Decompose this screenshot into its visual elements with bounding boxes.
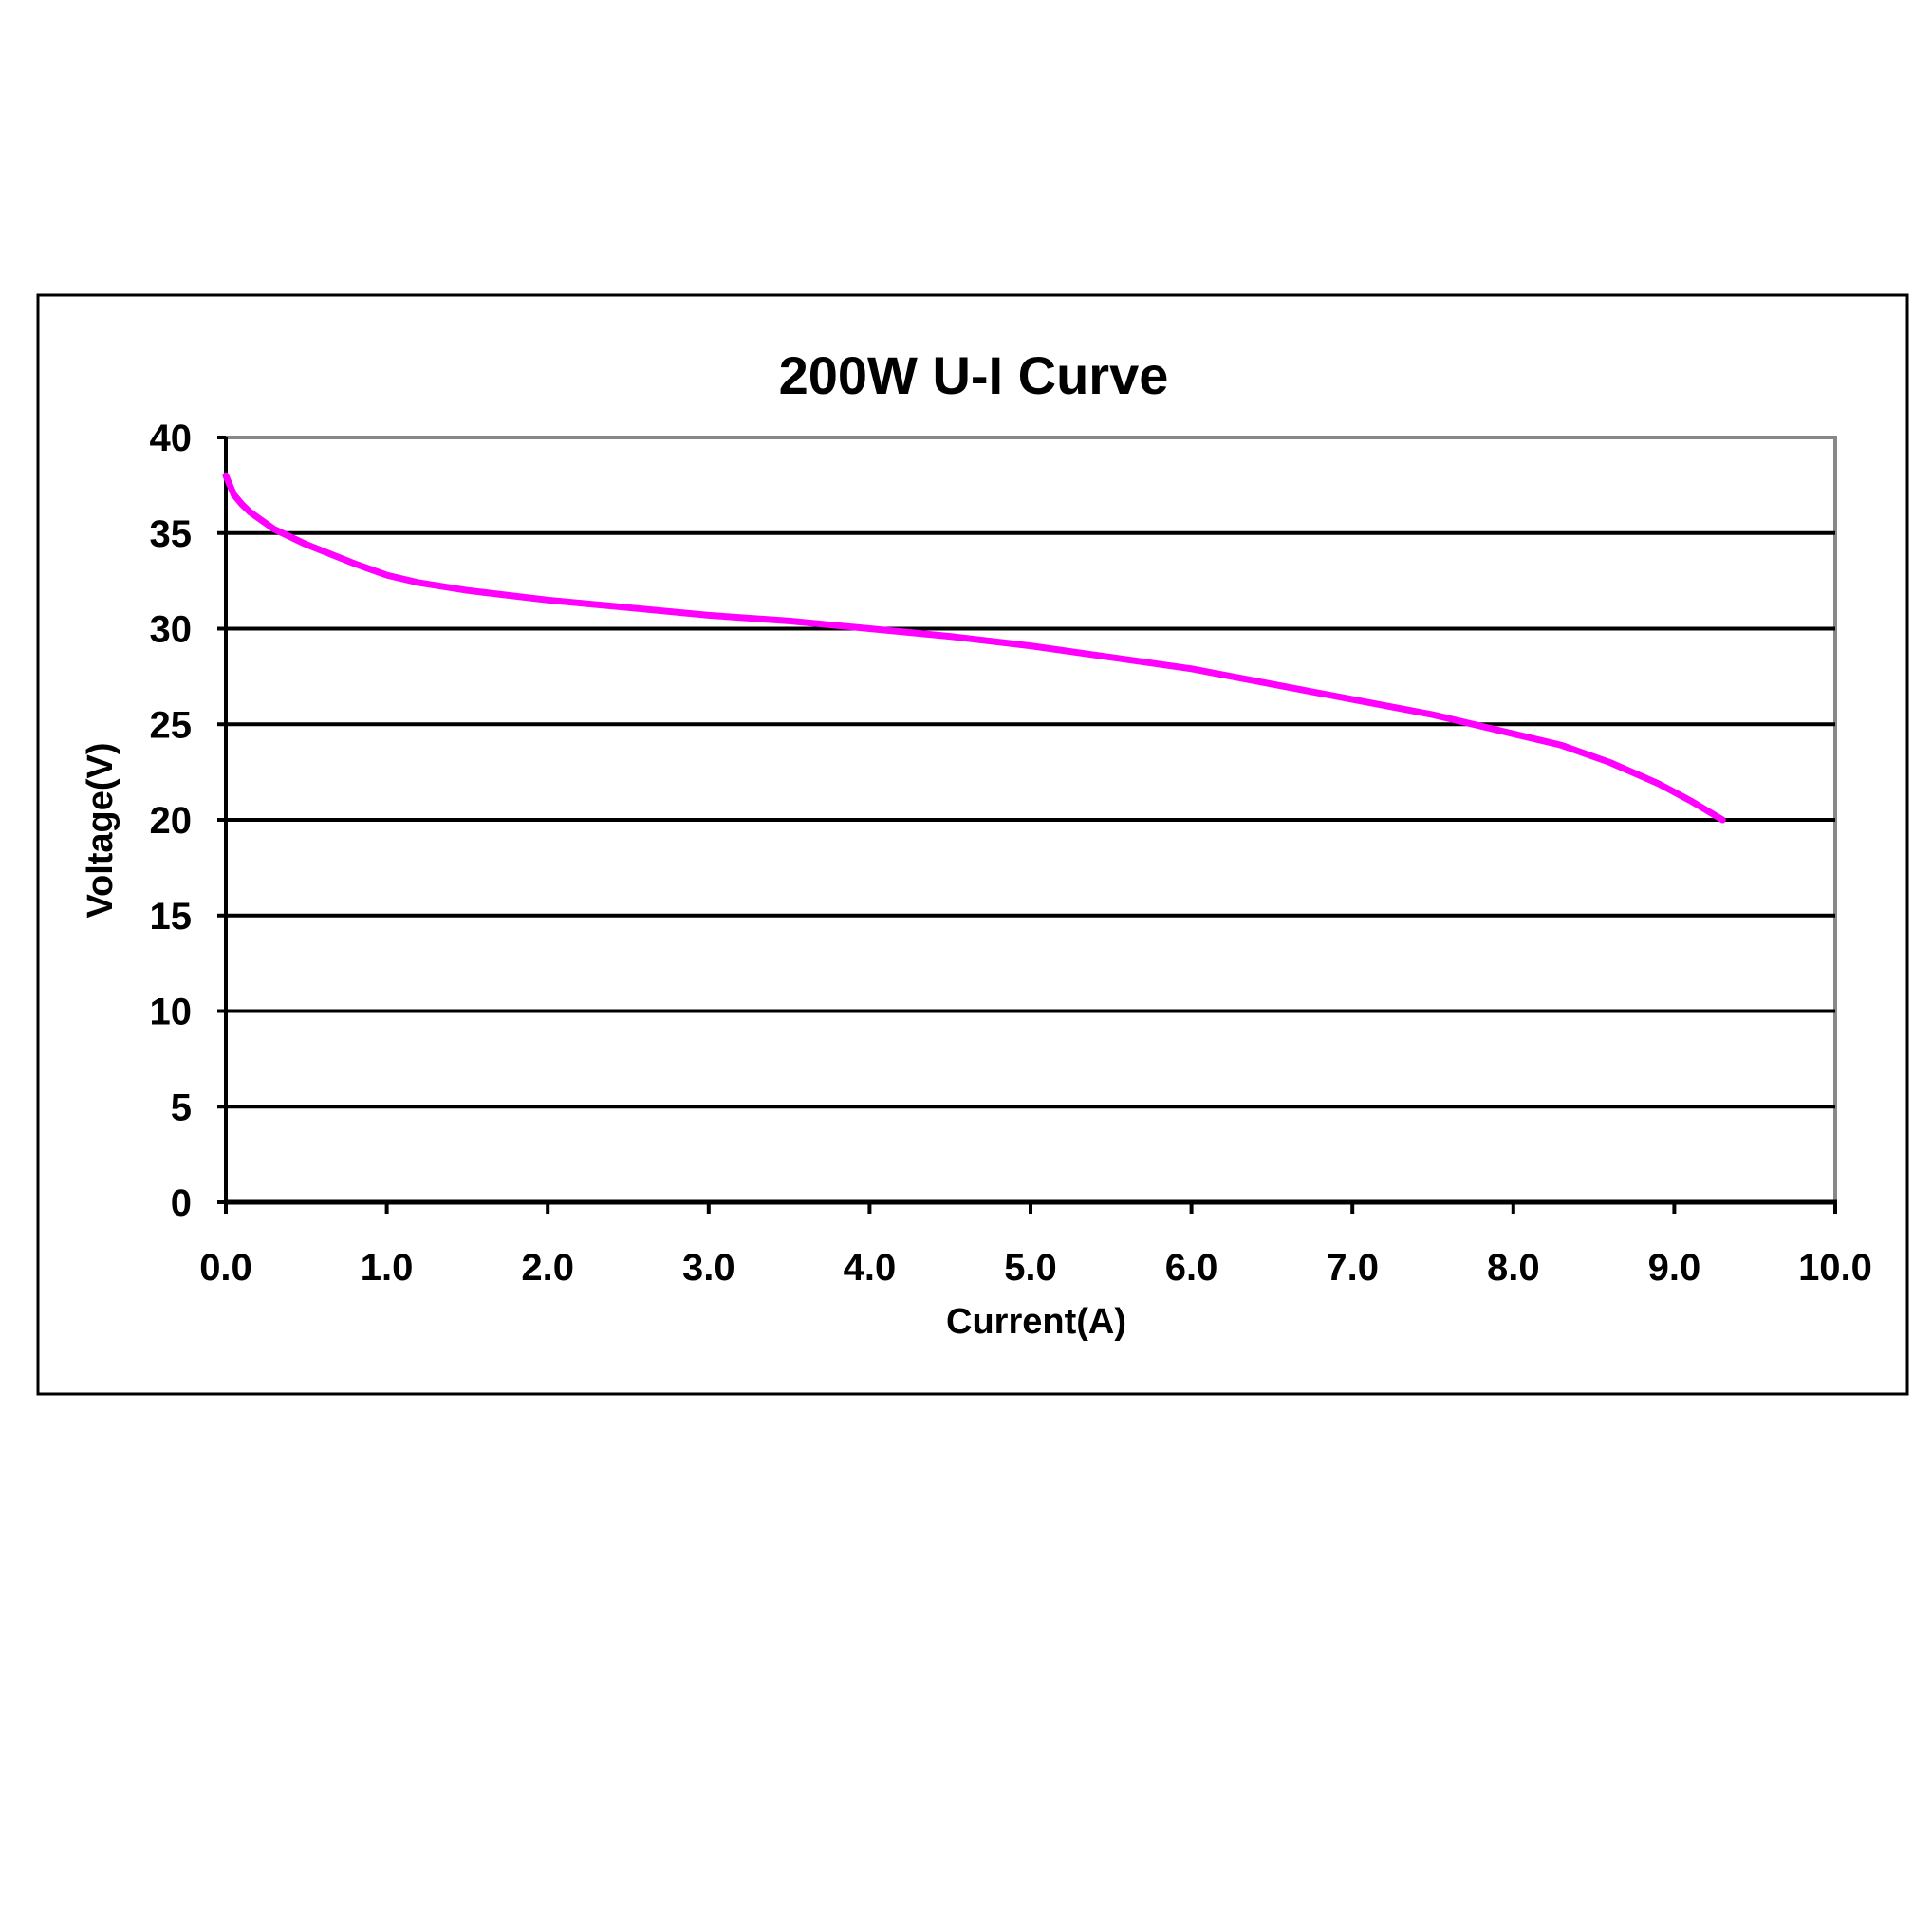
y-tick-label: 5 [171, 1087, 192, 1128]
x-tick-label: 8.0 [1487, 1247, 1540, 1289]
y-tick-label: 35 [150, 513, 193, 555]
y-tick-label: 0 [171, 1182, 192, 1224]
x-tick-label: 7.0 [1326, 1247, 1379, 1289]
y-tick-label: 30 [150, 609, 193, 651]
x-axis-ticks: 0.0 1.0 2.0 3.0 4.0 5.0 6.0 7.0 8.0 9.0 10.0 [199, 1202, 1872, 1289]
x-tick-label: 0.0 [199, 1247, 252, 1289]
x-tick-label: 9.0 [1648, 1247, 1701, 1289]
y-tick-label: 10 [150, 992, 193, 1033]
y-tick-label: 15 [150, 896, 193, 938]
gridlines [226, 530, 1835, 1109]
y-axis-label: Voltage(V) [81, 742, 121, 918]
x-tick-label: 5.0 [1004, 1247, 1057, 1289]
chart-title: 200W U-I Curve [779, 345, 1169, 405]
y-axis-ticks: 0 5 10 15 20 25 30 35 40 [150, 418, 226, 1224]
x-tick-label: 3.0 [682, 1247, 735, 1289]
x-tick-label: 2.0 [521, 1247, 574, 1289]
x-tick-label: 4.0 [844, 1247, 897, 1289]
x-tick-label: 6.0 [1165, 1247, 1218, 1289]
x-tick-label: 10.0 [1798, 1247, 1872, 1289]
chart-frame [36, 293, 1909, 1396]
y-tick-label: 25 [150, 704, 193, 746]
x-tick-label: 1.0 [361, 1247, 414, 1289]
y-tick-label: 40 [150, 418, 193, 459]
series-line [222, 472, 1726, 824]
x-axis-label: Current(A) [946, 1302, 1126, 1342]
series-layer [222, 472, 1726, 824]
y-tick-label: 20 [150, 800, 193, 842]
